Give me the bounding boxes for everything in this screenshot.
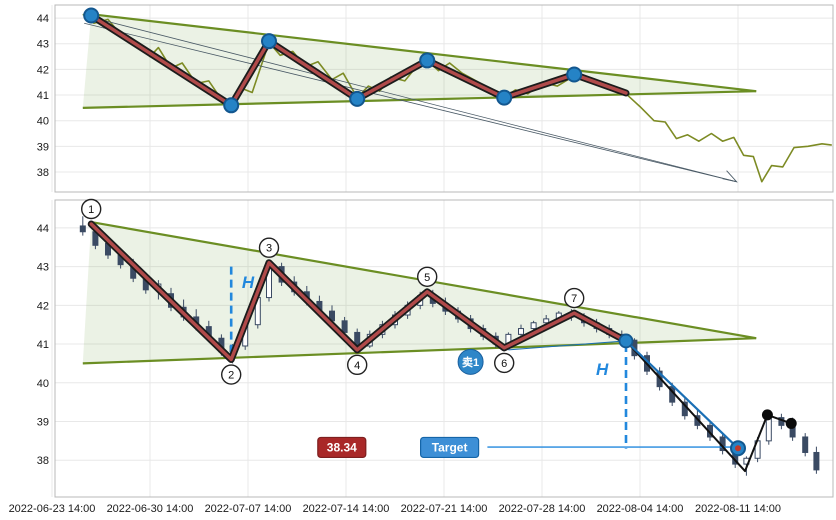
y-tick-label: 41 bbox=[37, 339, 49, 351]
sell-marker-label: 卖1 bbox=[462, 355, 479, 369]
target-hit-center bbox=[735, 445, 741, 452]
price-badge-label: 38.34 bbox=[327, 440, 357, 454]
trend-arrow-line bbox=[84, 15, 737, 183]
pivot-number-label: 6 bbox=[501, 358, 507, 370]
x-tick-label: 2022-07-14 14:00 bbox=[303, 503, 390, 515]
price-badge[interactable] bbox=[317, 436, 367, 459]
pivot-marker[interactable] bbox=[496, 89, 513, 106]
x-tick-label: 2022-07-21 14:00 bbox=[401, 503, 488, 515]
pivot-marker[interactable] bbox=[566, 66, 583, 83]
candle-body bbox=[765, 417, 772, 442]
panel-border bbox=[54, 199, 834, 498]
projection-line-blue bbox=[625, 340, 739, 449]
x-tick-label: 2022-08-11 14:00 bbox=[695, 503, 781, 515]
candle-body bbox=[341, 320, 348, 333]
pivot-number-circle[interactable] bbox=[258, 237, 280, 258]
candle-body bbox=[813, 451, 820, 471]
pivot-number-label: 7 bbox=[571, 293, 577, 305]
trendline-lower bbox=[82, 90, 757, 109]
pivot-number-circle[interactable] bbox=[220, 364, 242, 385]
panel-border bbox=[54, 4, 834, 193]
projection-line-black bbox=[625, 340, 792, 473]
pivot-number-label: 4 bbox=[354, 360, 360, 372]
target-badge[interactable] bbox=[420, 436, 480, 459]
trendline-lower bbox=[82, 337, 757, 365]
triangle-fill bbox=[82, 222, 757, 364]
height-label: H bbox=[596, 360, 609, 379]
candle-body bbox=[79, 225, 86, 233]
bottom-panel: 44 43 42 41 40 39 38 H H 1 2 3 4 5 6 7 卖1 38.34 Target bbox=[37, 198, 834, 498]
zigzag-line bbox=[89, 13, 628, 108]
x-tick-label: 2022-06-30 14:00 bbox=[107, 503, 194, 515]
height-label: H bbox=[242, 273, 255, 292]
pivot-number-circle[interactable] bbox=[417, 266, 438, 287]
pivot-marker[interactable] bbox=[261, 33, 277, 50]
end-dot bbox=[785, 417, 797, 429]
sell-marker[interactable] bbox=[457, 348, 484, 375]
top-panel: 44 43 42 41 40 39 38 bbox=[37, 4, 834, 193]
candle-body bbox=[530, 322, 537, 330]
pivot-number-circle[interactable] bbox=[494, 352, 515, 374]
pivot-number-label: 2 bbox=[228, 370, 234, 382]
trend-arrow-line bbox=[84, 22, 737, 183]
entry-line bbox=[508, 340, 627, 351]
x-tick-label: 2022-06-23 14:00 bbox=[9, 503, 96, 515]
trendline-upper bbox=[91, 13, 757, 93]
pivot-number-circle[interactable] bbox=[564, 287, 585, 309]
price-line bbox=[82, 13, 832, 183]
x-tick-label: 2022-07-07 14:00 bbox=[205, 503, 292, 515]
pivot-marker[interactable] bbox=[83, 7, 100, 24]
y-tick-label: 40 bbox=[37, 378, 49, 390]
y-tick-label: 43 bbox=[37, 39, 49, 51]
y-tick-label: 40 bbox=[37, 116, 49, 128]
candle-body bbox=[543, 318, 550, 324]
candle-body bbox=[802, 436, 809, 453]
y-tick-label: 41 bbox=[37, 90, 49, 102]
y-tick-label: 43 bbox=[37, 262, 49, 274]
pivot-number-label: 3 bbox=[266, 243, 272, 255]
y-tick-label: 42 bbox=[37, 300, 49, 312]
y-tick-label: 44 bbox=[37, 13, 49, 25]
y-tick-label: 44 bbox=[37, 223, 49, 235]
y-tick-label: 38 bbox=[37, 455, 49, 467]
end-dot bbox=[761, 409, 773, 421]
target-badge-label: Target bbox=[432, 440, 468, 454]
y-tick-label: 39 bbox=[37, 141, 49, 153]
pivot-marker[interactable] bbox=[419, 52, 436, 69]
breakdown-marker[interactable] bbox=[618, 333, 634, 349]
pivot-number-circle[interactable] bbox=[80, 198, 102, 220]
pivot-marker[interactable] bbox=[349, 90, 366, 107]
pivot-number-circle[interactable] bbox=[347, 354, 368, 376]
x-tick-label: 2022-08-04 14:00 bbox=[597, 503, 684, 515]
pivot-marker[interactable] bbox=[223, 97, 240, 114]
pivot-number-label: 5 bbox=[424, 272, 430, 284]
pivot-number-label: 1 bbox=[88, 204, 94, 216]
zigzag-line bbox=[89, 222, 628, 362]
trend-arrow-head bbox=[722, 170, 738, 183]
y-tick-label: 39 bbox=[37, 416, 49, 428]
candle-body bbox=[518, 328, 524, 335]
y-tick-label: 42 bbox=[37, 64, 49, 76]
y-tick-label: 38 bbox=[37, 167, 49, 179]
x-tick-label: 2022-07-28 14:00 bbox=[499, 503, 586, 515]
